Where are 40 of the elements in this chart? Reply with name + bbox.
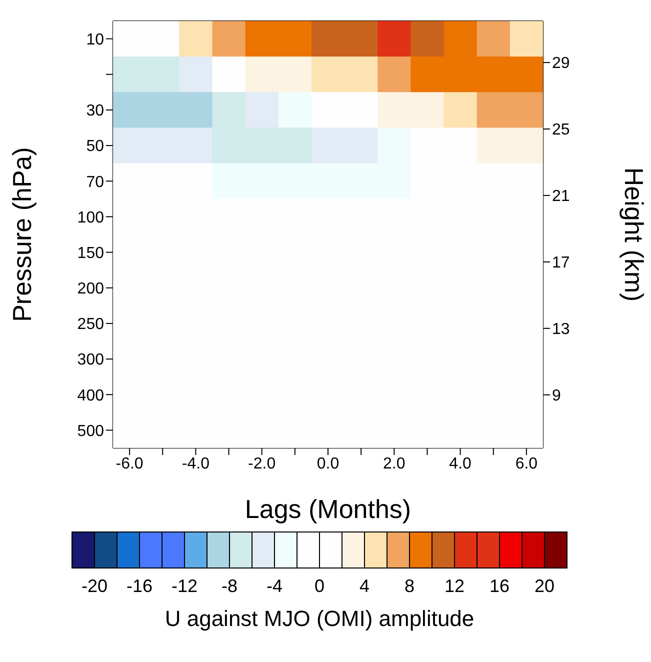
color-bar-label: -20 [81, 576, 108, 596]
y-tick-label: 300 [77, 352, 104, 369]
color-bar-label: 8 [404, 576, 415, 596]
y2-tick-label: 29 [552, 55, 570, 72]
x-tick-label: -2.0 [248, 455, 276, 472]
color-bar-label: -12 [171, 576, 198, 596]
color-scale: -20 -16 -12 -8 -4 0 4 8 12 16 20 U against MJO (OMI) amplitude [8, 528, 648, 648]
y-tick-label: 70 [86, 174, 104, 191]
color-bar-label: 12 [444, 576, 465, 596]
y-tick-label: 500 [77, 422, 104, 440]
x-tick-label: -6.0 [116, 455, 144, 472]
y-tick-label: 200 [77, 280, 104, 298]
y-tick-label: 100 [77, 209, 104, 226]
y-tick-label: 30 [86, 102, 104, 120]
y2-tick-label: 17 [552, 254, 570, 272]
y-axis-title: Pressure (hPa) [7, 147, 38, 322]
color-bar-title: U against MJO (OMI) amplitude [164, 606, 474, 631]
y-tick-label: 50 [86, 138, 104, 156]
color-bar-label: 4 [359, 576, 370, 596]
x-tick-label: 2.0 [383, 455, 406, 472]
color-bar-label: -8 [221, 576, 238, 596]
y-tick-label: 400 [77, 387, 104, 404]
y2-tick-label: 9 [552, 388, 561, 405]
y2-axis-title: Height (km) [618, 167, 649, 302]
x-tick-label: 4.0 [449, 455, 472, 472]
color-bar-label: 20 [534, 576, 555, 596]
y2-tick-label: 25 [552, 122, 570, 139]
color-bar-label: 0 [314, 576, 325, 596]
y2-tick-label: 21 [552, 188, 570, 206]
y-tick-label: 150 [77, 244, 104, 262]
x-axis-title: Lags (Months) [244, 494, 412, 524]
x-tick-label: -4.0 [182, 455, 210, 472]
color-bar-label: 16 [489, 576, 510, 596]
color-bar-label: -16 [126, 576, 153, 596]
x-tick-label: 6.0 [515, 455, 538, 472]
y-tick-label: 10 [86, 31, 104, 48]
y2-tick-label: 13 [552, 321, 570, 338]
color-bar-label: -4 [266, 576, 283, 596]
y-tick-label: 250 [77, 316, 104, 334]
x-tick-label: 0.0 [316, 455, 340, 472]
